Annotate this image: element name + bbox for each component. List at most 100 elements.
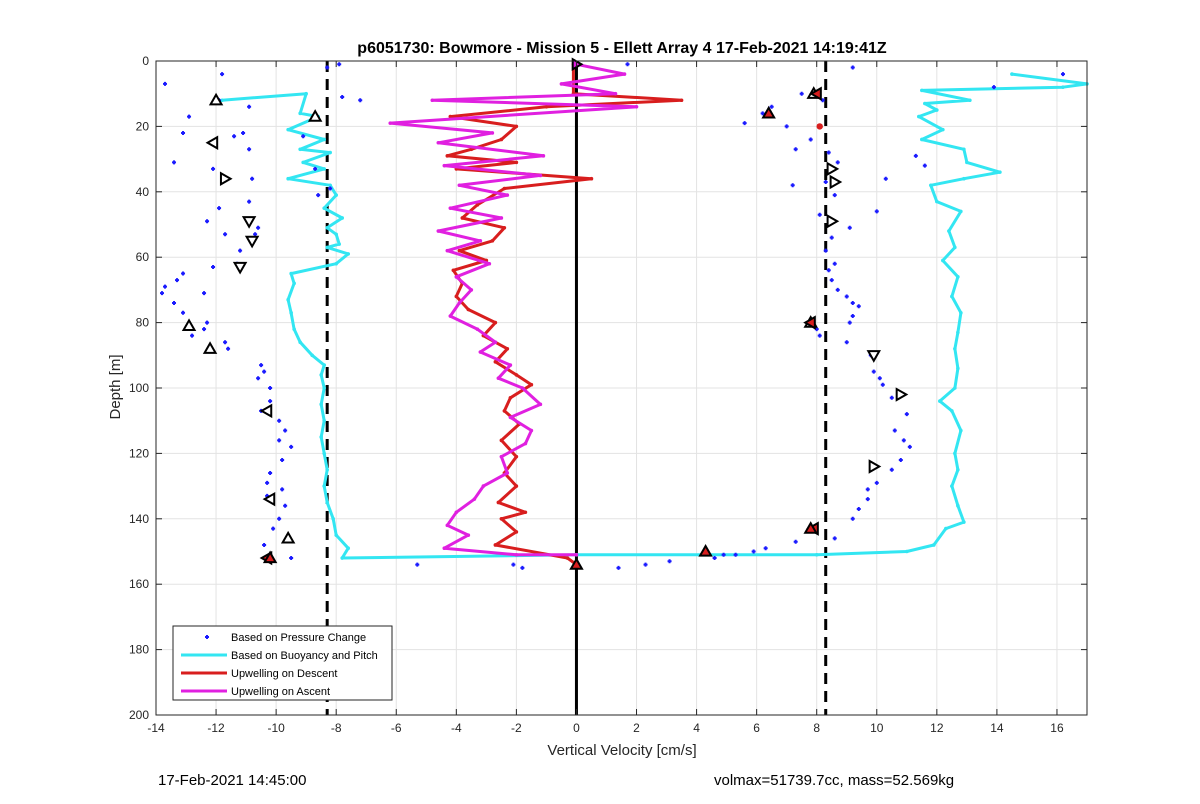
series-point (436, 140, 441, 145)
pressure-point (922, 163, 927, 168)
series-point (538, 173, 543, 178)
series-point (346, 546, 351, 551)
series-point (956, 503, 960, 508)
grid-lines (155, 60, 1087, 716)
series-point (962, 176, 966, 181)
series-point (442, 546, 447, 551)
triangle-right-marker (219, 171, 233, 186)
pressure-point (268, 399, 273, 404)
series-point (322, 167, 326, 171)
pressure-point (160, 291, 165, 296)
y-axis-label: Depth [m] (107, 354, 124, 419)
pressure-point (259, 363, 264, 368)
pressure-point (265, 480, 270, 485)
series-point (499, 438, 504, 443)
series-point (322, 206, 326, 210)
series-point (457, 248, 462, 253)
pressure-point (247, 199, 252, 204)
series-point (935, 108, 939, 112)
series-point (499, 137, 504, 142)
series-point (499, 454, 504, 459)
series-point (905, 549, 909, 554)
series-point (319, 373, 323, 377)
triangle-left-marker (262, 491, 276, 507)
pressure-point (268, 471, 273, 476)
series-point (292, 281, 296, 286)
x-tick-label: -6 (391, 721, 402, 735)
pressure-point (256, 376, 261, 381)
legend-label: Upwelling on Ascent (231, 686, 330, 698)
series-point (929, 183, 933, 188)
pressure-point (856, 304, 861, 309)
series-point (965, 160, 969, 165)
pressure-point (328, 186, 333, 191)
series-point (968, 98, 972, 103)
series-point (917, 114, 921, 119)
pressure-point (337, 62, 342, 67)
series-point (962, 520, 966, 524)
x-tick-label: -12 (207, 721, 225, 735)
series-point (457, 183, 462, 188)
pressure-point (889, 467, 894, 472)
series-point (445, 154, 450, 158)
x-tick-label: 14 (990, 721, 1004, 735)
triangle-down-marker (232, 261, 248, 275)
legend-label: Upwelling on Descent (231, 668, 337, 680)
pressure-point (760, 111, 765, 116)
series-point (334, 193, 338, 197)
series-point (337, 242, 341, 246)
pressure-point (316, 193, 321, 198)
pressure-point (880, 382, 885, 387)
pressure-point (211, 166, 216, 171)
series-point (514, 454, 519, 459)
pressure-point (415, 562, 420, 567)
pressure-point (835, 160, 840, 165)
series-point (529, 428, 534, 433)
series-point (523, 510, 528, 515)
red-left-marker (809, 86, 822, 101)
x-tick-label: 16 (1050, 721, 1064, 735)
series-point (950, 294, 954, 299)
pressure-point (769, 104, 774, 109)
series-point (634, 104, 639, 109)
y-tick-label: 80 (136, 316, 150, 330)
pressure-point (847, 320, 852, 325)
footer-info: volmax=51739.7cc, mass=52.569kg (714, 772, 955, 789)
pressure-point (253, 232, 258, 237)
series-point (469, 288, 474, 292)
pressure-point (829, 278, 834, 283)
series-point (935, 199, 939, 204)
pressure-point (712, 556, 717, 561)
pressure-point (283, 428, 288, 433)
series-point (505, 346, 510, 351)
series-point (956, 275, 960, 279)
red-up-marker (569, 557, 584, 570)
pressure-point (625, 62, 630, 67)
pressure-point (520, 565, 525, 570)
series-point (499, 216, 504, 220)
triangle-up-marker (208, 92, 224, 106)
series-point (310, 353, 314, 358)
series-point (448, 114, 453, 119)
series-point (430, 98, 435, 103)
series-point (289, 310, 293, 315)
series-point (478, 239, 483, 243)
pressure-point (247, 104, 252, 109)
x-tick-label: -10 (267, 721, 285, 735)
pressure-point (751, 549, 756, 554)
pressure-point (799, 91, 804, 96)
triangle-down-marker (241, 216, 257, 229)
series-point (941, 127, 945, 132)
x-tick-label: 10 (870, 721, 884, 735)
series-point (502, 409, 507, 413)
pressure-point (202, 327, 207, 332)
pressure-point (271, 526, 276, 531)
pressure-point (907, 444, 912, 449)
series-point (544, 104, 549, 109)
pressure-point (163, 284, 168, 289)
series-point (953, 346, 957, 351)
triangle-right-marker (868, 459, 882, 474)
series-point (481, 484, 486, 488)
triangle-up-marker (181, 318, 197, 331)
series-point (679, 98, 684, 103)
